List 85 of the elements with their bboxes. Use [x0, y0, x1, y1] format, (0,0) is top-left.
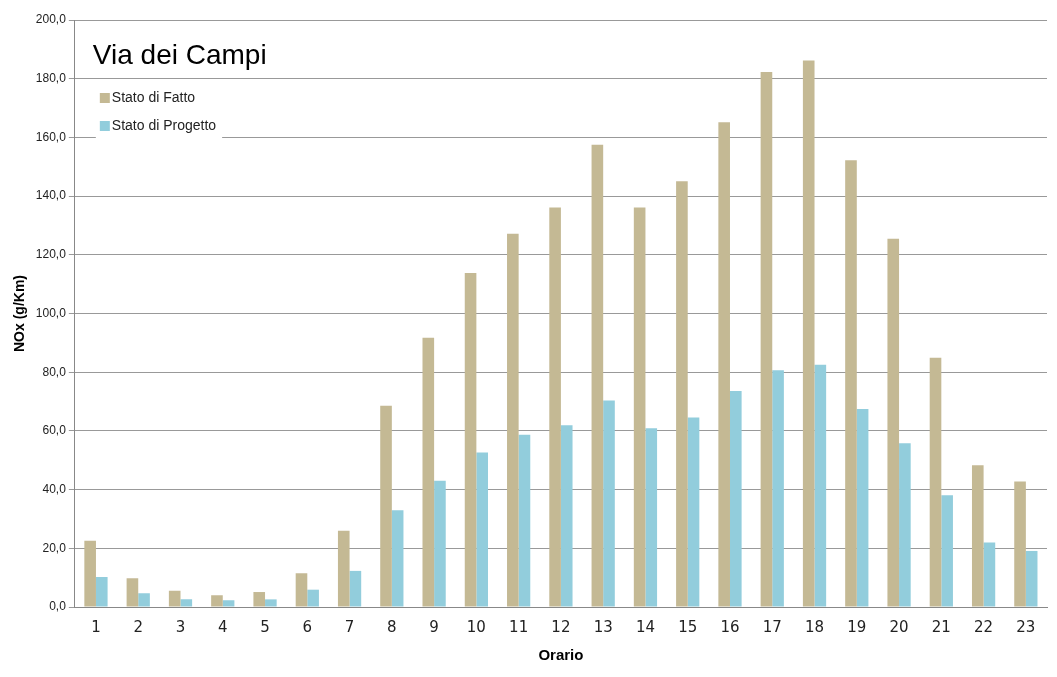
bar — [971, 465, 984, 607]
bar — [253, 592, 266, 607]
x-tick-label: 5 — [260, 618, 270, 637]
bar — [814, 364, 827, 607]
bar — [507, 233, 519, 607]
bar — [718, 122, 730, 607]
bar — [560, 425, 573, 607]
bar — [518, 434, 531, 607]
bar — [856, 408, 869, 607]
x-tick-label: 10 — [466, 618, 486, 637]
bar — [265, 599, 277, 607]
x-tick-label: 14 — [635, 618, 655, 637]
x-tick-label: 3 — [175, 618, 186, 637]
x-axis-title: Orario — [538, 646, 584, 664]
bar — [138, 593, 150, 607]
bar — [802, 60, 815, 607]
y-axis-title: NOx (g/Km) — [11, 275, 28, 352]
y-tick-label: 160,0 — [35, 129, 67, 144]
bar — [887, 238, 900, 607]
bar — [1014, 481, 1026, 607]
bar — [760, 71, 773, 607]
bar — [591, 144, 604, 607]
bar — [899, 443, 911, 607]
y-tick-label: 20,0 — [42, 540, 67, 555]
bar — [95, 577, 108, 607]
x-tick-label: 18 — [804, 618, 825, 637]
bar — [476, 452, 488, 607]
x-tick-label: 4 — [217, 618, 228, 637]
bar — [729, 390, 742, 607]
y-tick-label: 80,0 — [42, 364, 67, 379]
bar — [603, 400, 615, 607]
x-tick-label: 21 — [931, 618, 951, 637]
bar — [434, 480, 446, 607]
x-tick-label: 9 — [429, 618, 439, 637]
x-tick-label: 12 — [551, 618, 571, 637]
bar — [1025, 550, 1038, 607]
bar — [845, 160, 857, 607]
x-tick-label: 1 — [91, 618, 101, 637]
y-tick-label: 120,0 — [35, 247, 67, 262]
bar — [222, 600, 235, 607]
bar — [380, 405, 392, 607]
bar — [337, 530, 350, 607]
bar — [168, 590, 181, 607]
bar — [549, 207, 561, 607]
bar — [687, 417, 700, 607]
x-tick-label: 15 — [678, 618, 698, 637]
x-tick-label: 2 — [133, 618, 144, 637]
legend-label: Stato di Progetto — [111, 116, 217, 133]
x-tick-label: 13 — [593, 618, 613, 637]
bar — [84, 540, 96, 607]
legend-label: Stato di Fatto — [111, 88, 196, 105]
bar — [349, 570, 362, 607]
text: Via dei Campi — [92, 38, 267, 70]
bar — [295, 573, 308, 607]
bar — [941, 495, 953, 607]
x-tick-label: 23 — [1016, 618, 1036, 637]
bar — [464, 273, 477, 607]
bar — [180, 599, 193, 607]
x-tick-label: 6 — [302, 618, 313, 637]
bar — [983, 542, 996, 607]
x-tick-label: 17 — [762, 618, 782, 637]
x-tick-label: 22 — [974, 618, 994, 637]
x-tick-label: 11 — [509, 618, 529, 637]
y-tick-label: 100,0 — [35, 305, 67, 320]
y-tick-label: 40,0 — [42, 481, 67, 496]
x-tick-label: 7 — [344, 618, 355, 637]
x-tick-label: 20 — [889, 618, 909, 637]
bar — [676, 181, 688, 607]
x-tick-label: 8 — [387, 618, 397, 637]
bar — [307, 589, 319, 607]
x-tick-label: 16 — [720, 618, 740, 637]
bar — [645, 428, 658, 607]
y-tick-label: 60,0 — [42, 423, 67, 438]
bar — [211, 595, 223, 607]
bar — [422, 337, 435, 607]
bar — [391, 510, 404, 607]
bar — [633, 207, 646, 607]
bar — [929, 357, 942, 607]
bar — [126, 578, 139, 607]
y-tick-label: 180,0 — [35, 71, 67, 86]
y-tick-label: 0,0 — [49, 599, 67, 614]
y-tick-label: 200,0 — [35, 12, 67, 27]
y-tick-label: 140,0 — [35, 188, 67, 203]
x-tick-label: 19 — [847, 618, 867, 637]
bar — [772, 370, 784, 607]
